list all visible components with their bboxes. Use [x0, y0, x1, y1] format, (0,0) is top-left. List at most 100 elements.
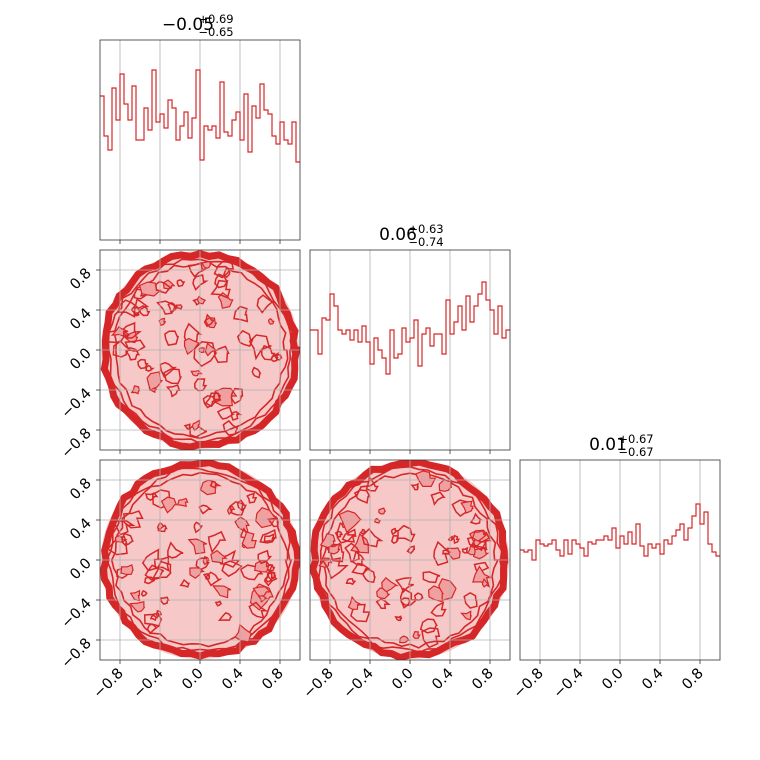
x-tick-label: −0.8 [511, 666, 547, 702]
title-value: 0.06 [379, 225, 417, 245]
contour-blob [146, 623, 160, 635]
contour-blob [158, 317, 167, 327]
contour-blob [338, 510, 363, 534]
panel-title-0: −0.05 [162, 15, 214, 35]
contour-blob [213, 259, 235, 279]
contour-blob [212, 391, 222, 401]
histogram-panel-0: −0.05+0.69−0.65 [99, 12, 301, 244]
contour-blob [217, 612, 233, 622]
contour-blob [203, 313, 216, 328]
x-tick-label: 0.0 [179, 666, 207, 694]
contour-blob [149, 614, 159, 622]
y-tick-label: 0.8 [67, 476, 95, 504]
contour-blob [350, 533, 370, 554]
x-tick-label: 0.8 [259, 666, 287, 694]
contour-ring [321, 472, 500, 649]
title-upper-error: +0.63 [408, 222, 443, 236]
contour-blob [175, 304, 184, 310]
contour-blob [461, 546, 469, 554]
panel-title-1: 0.06 [379, 225, 417, 245]
contour-blob [263, 533, 276, 543]
contour-blob [201, 260, 211, 269]
contour-blob [140, 589, 148, 597]
contour-blob [234, 623, 254, 643]
contour-blob [446, 547, 461, 560]
contour-blob [204, 342, 219, 357]
contour-blob [210, 279, 231, 299]
contour-blob [198, 504, 213, 515]
contour-blob [452, 534, 460, 545]
contour-blob [236, 329, 254, 348]
contour-blob [159, 596, 170, 605]
contour-blob [211, 585, 232, 599]
contour-blob [469, 512, 483, 525]
contour-blob [202, 573, 211, 580]
contour-blob [257, 595, 269, 603]
x-tick-label: −0.4 [551, 666, 587, 702]
title-upper-error: +0.67 [618, 432, 653, 446]
contour-blob [207, 530, 227, 554]
title-value: 0.01 [589, 435, 627, 455]
contour-blob [176, 279, 186, 288]
contour-blob [361, 527, 384, 548]
contour-blob [397, 524, 416, 543]
contour-blob [267, 571, 277, 581]
contour-blob [112, 520, 136, 536]
contour-blob [419, 618, 438, 634]
title-upper-error: +0.69 [198, 12, 233, 26]
contour-blob [430, 491, 446, 506]
contour-blob [256, 294, 276, 314]
contour-blob [351, 550, 366, 567]
y-tick-label: 0.4 [67, 306, 95, 334]
title-lower-error: −0.65 [198, 25, 233, 39]
contour-blob [353, 489, 371, 504]
contour-blob [156, 300, 178, 315]
contour-blob [266, 563, 276, 572]
contour-blob [345, 578, 357, 586]
panel-title-2: 0.01 [589, 435, 627, 455]
contour-blob [254, 560, 270, 573]
contour-blob [241, 531, 257, 549]
contour-blob [192, 274, 209, 291]
contour-blob [124, 339, 146, 352]
y-tick-label: 0.4 [67, 516, 95, 544]
contour-blob [213, 345, 230, 363]
contour-blob [137, 358, 149, 370]
contour-blob [251, 366, 262, 379]
x-tick-label: 0.4 [219, 666, 247, 694]
contour-blob [351, 562, 372, 575]
contour-blob [390, 527, 400, 536]
histogram-panel-2: −0.8 −0.4 0.0 0.4 0.8 0.01+0.67−0.67 [511, 432, 721, 702]
contour-blob [187, 538, 208, 555]
contour-blob [248, 334, 272, 361]
contour-blob [217, 292, 234, 309]
contour-blob [410, 482, 420, 491]
contour-panel-1: −0.8 −0.4 0.0 0.4 0.8−0.8−0.40.00.40.8 [59, 459, 301, 702]
x-tick-label: 0.4 [639, 666, 667, 694]
contour-blob [138, 281, 162, 297]
y-tick-label: −0.4 [59, 386, 95, 422]
contour-blob [421, 627, 441, 649]
contour-blob [267, 317, 275, 325]
contour-blob [144, 492, 159, 501]
contour-blob [341, 528, 357, 543]
contour-blob [212, 387, 238, 407]
contour-blob [129, 600, 146, 613]
contour-blob [334, 530, 344, 538]
contour-blob [266, 517, 280, 528]
y-tick-label: 0.0 [67, 556, 95, 584]
contour-blob [141, 548, 164, 572]
contour-blob [176, 497, 189, 508]
y-tick-label: −0.8 [59, 426, 95, 462]
contour-blob [365, 475, 379, 492]
contour-blob [466, 545, 476, 556]
x-tick-label: 0.0 [599, 666, 627, 694]
contour-blob [179, 578, 190, 588]
contour-blob [121, 532, 134, 547]
contour-blob [216, 406, 236, 420]
title-lower-error: −0.67 [618, 445, 653, 459]
contour-ring [317, 465, 503, 654]
title-lower-error: −0.74 [408, 235, 443, 249]
contour-blob [248, 601, 269, 619]
histogram-step-1 [310, 281, 510, 375]
